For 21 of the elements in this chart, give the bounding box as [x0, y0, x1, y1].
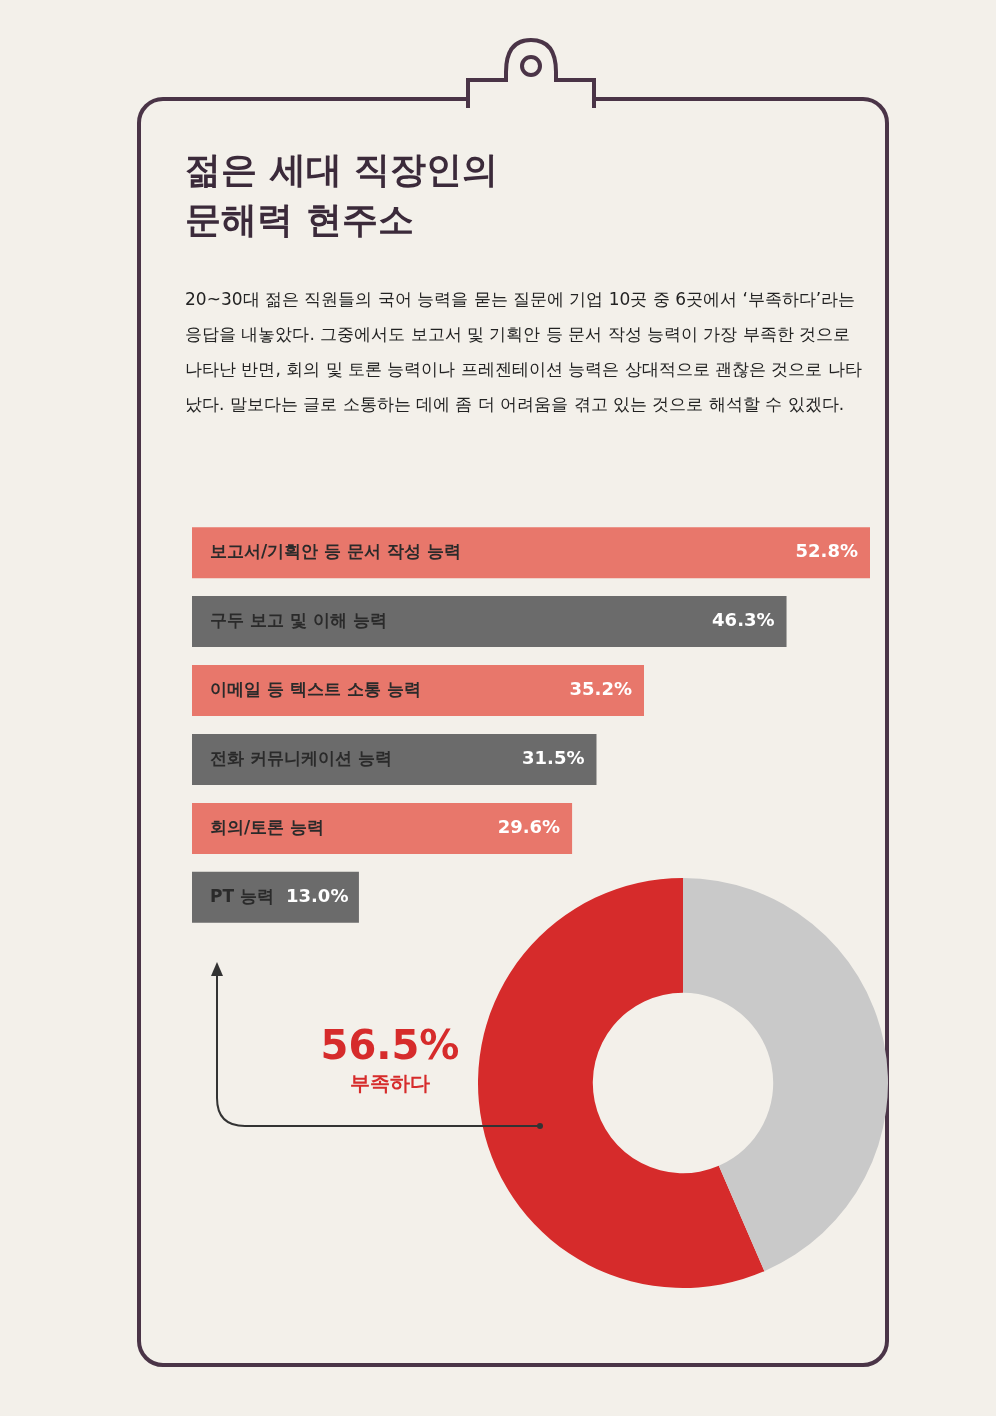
y-tick-label: 전화 커뮤니케이션 능력 — [210, 747, 392, 768]
y-tick-label: 구두 보고 및 이해 능력 — [210, 610, 387, 631]
bar — [192, 527, 870, 579]
y-tick-label: 이메일 등 텍스트 소통 능력 — [210, 678, 421, 699]
data-label: 52.8% — [795, 540, 859, 562]
data-label: 29.6% — [497, 816, 561, 838]
data-label: 31.5% — [522, 747, 585, 769]
y-tick-label: 보고서/기획안 등 문서 작성 능력 — [210, 541, 461, 562]
bar — [192, 733, 597, 785]
data-label: 46.3% — [712, 609, 775, 631]
bar — [192, 596, 787, 648]
y-tick-label: PT 능력 — [210, 885, 274, 906]
bar — [192, 802, 573, 854]
data-label: 35.2% — [569, 678, 633, 700]
chart-title: 젊은 세대 직장인의 문해력 현주소 — [185, 148, 499, 242]
data-label: 56.5% — [319, 1022, 461, 1068]
chart-subtitle: 20~30대 젊은 직원들의 국어 능력을 묻는 질문에 기업 10곳 중 6곳에서 ‘부족하다’라는 응답을 내놓았다. 그중에서도 보고서 및 기획안 등 문서 작성 능력이 가장 부족한 것으로 나타난 반면, 회의 및 토론 능력이나 프레젠테이션 능력은 상대적으로 괜찮은 것으로 나타났다. 말보다는 글로 소통하는 데에 좀 더 어려움을 겪고 있는 것으로 해석할 수 있겠다. — [185, 288, 863, 416]
y-tick-label: 회의/토론 능력 — [210, 816, 325, 837]
slice-label: 부족하다 — [349, 1070, 431, 1097]
data-label: 13.0% — [285, 885, 349, 907]
bar — [192, 665, 644, 717]
